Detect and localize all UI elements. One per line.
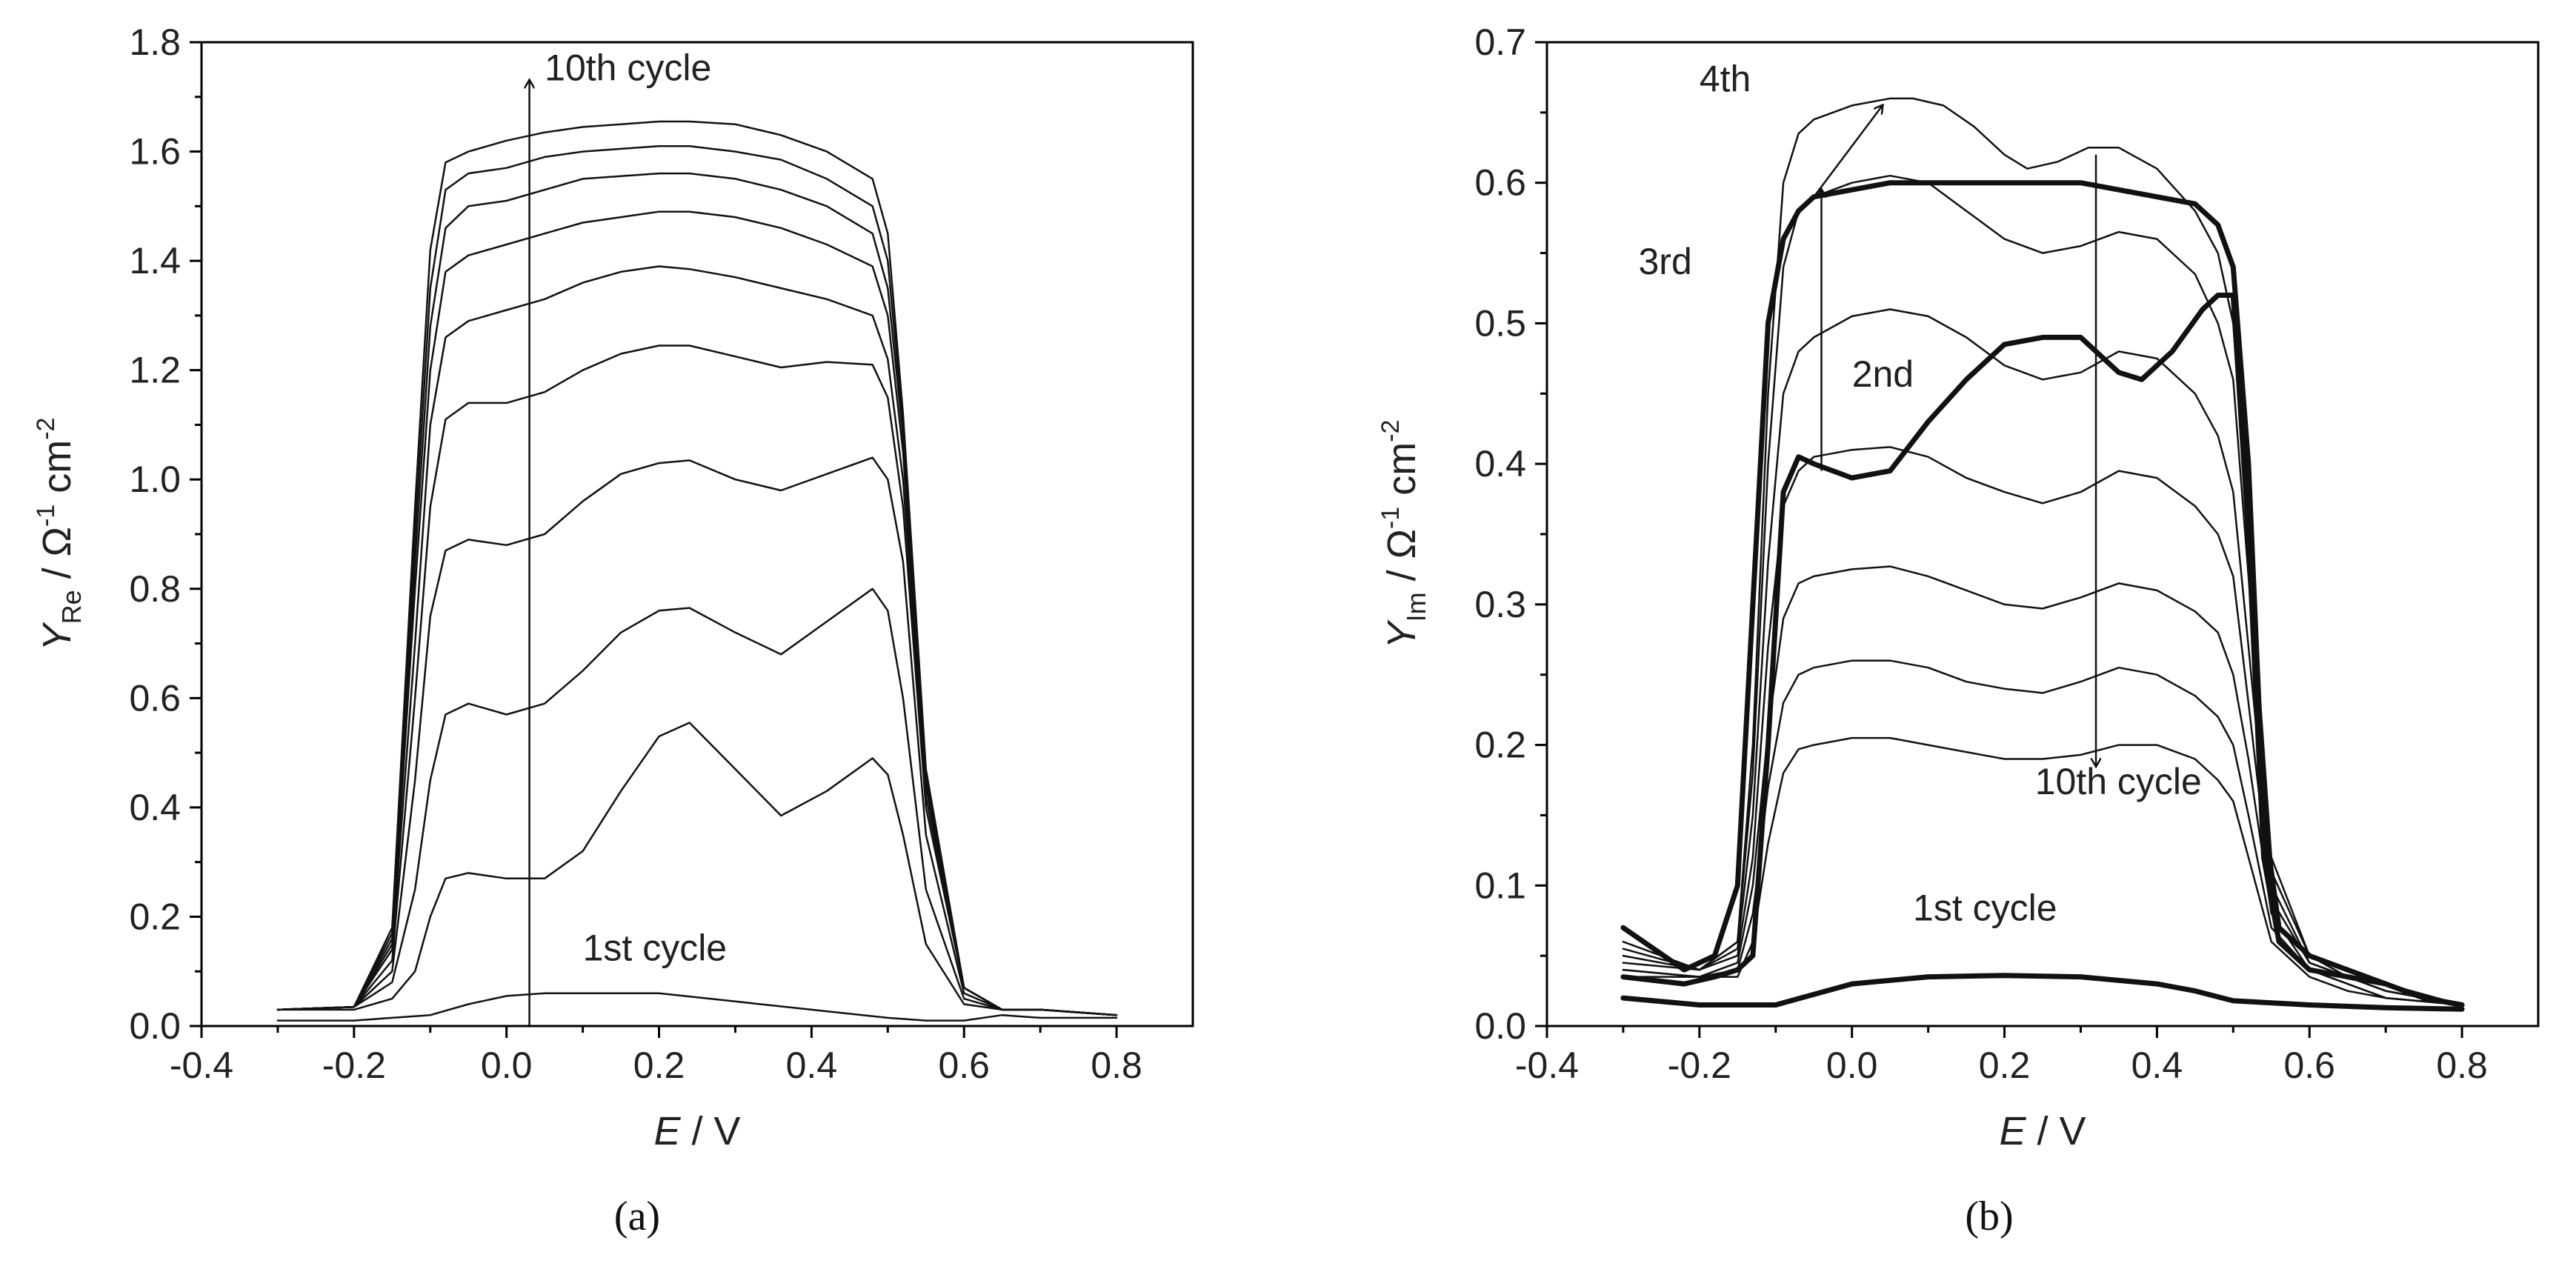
series-line-b-5 [1622,174,2463,1006]
series-line-a-3 [276,587,1118,1016]
y-tick-label: 0.5 [1474,302,1526,344]
y-tick-label: 1.2 [129,350,181,391]
series-line-b-4 [1622,97,2463,1006]
y-tick-label: 0.7 [1474,21,1526,63]
panel-caption-b: (b) [1965,1193,2013,1239]
y-label-unit-ohm: / Ω [35,527,79,590]
series-line-a-10 [276,120,1118,1016]
y-label-unit-cm: cm [35,440,79,505]
y-tick-label: 0.2 [1474,725,1526,766]
y-tick-label: 0.2 [129,896,181,937]
x-tick-label: -0.4 [170,1045,233,1086]
annotation-arrow [1813,105,1883,198]
x-ticks-a: -0.4 -0.2 0.0 0.2 0.4 0.6 0.8 [170,1026,1142,1086]
annotation-label: 3rd [1639,241,1692,282]
annotation-group-a: 10th cycle 1st cycle [545,47,727,969]
series-group-b [1620,97,2465,1012]
series-line-b-10 [1622,736,2463,1006]
y-label-unit-ohm: / Ω [1379,529,1424,592]
y-axis-label-b: YIm / Ω-1 cm-2 [1377,420,1431,649]
x-tick-label: 0.4 [2131,1045,2183,1086]
x-tick-label: 0.8 [2436,1045,2488,1086]
y-label-symbol: Y [1379,619,1424,648]
series-line-a-4 [276,456,1118,1016]
x-axis-label-a: E / V [653,1109,740,1153]
x-tick-label: 0.0 [481,1045,533,1086]
annotation-label: 1st cycle [583,927,728,968]
y-tick-label: 0.0 [1474,1005,1526,1047]
x-tick-label: 0.4 [786,1045,838,1086]
annotation-label: 1st cycle [1913,888,2057,929]
x-label-unit: / V [681,1109,741,1153]
series-line-b-7 [1622,446,2463,1006]
annotation-label: 10th cycle [2035,761,2202,802]
series-line-a-1 [276,992,1118,1022]
y-label-superscript-1: -1 [1377,507,1405,529]
series-line-a-9 [276,144,1118,1016]
y-ticks-a: 0.0 0.2 0.4 0.6 0.8 1.0 1.2 1.4 1.6 1.8 [129,21,202,1047]
y-tick-label: 0.4 [1474,443,1526,485]
x-axis-label-b: E / V [1999,1109,2086,1153]
annotation-label: 10th cycle [545,47,711,89]
y-tick-label: 0.3 [1474,584,1526,625]
x-tick-label: 0.6 [2283,1045,2335,1086]
x-tick-label: 0.8 [1091,1045,1142,1086]
series-line-b-8 [1622,565,2463,1006]
series-line-b-9 [1622,659,2463,1006]
y-label-superscript-2: -2 [32,418,60,440]
series-line-b-1 [1620,973,2465,1012]
x-tick-label: -0.4 [1515,1045,1579,1086]
x-tick-label: 0.0 [1826,1045,1878,1086]
series-line-a-7 [276,210,1118,1016]
y-tick-label: 1.0 [129,459,181,500]
y-label-symbol: Y [35,621,79,650]
x-label-symbol: E [653,1109,681,1153]
y-tick-label: 1.4 [129,240,181,282]
y-tick-label: 0.6 [1474,162,1526,204]
y-label-unit-cm: cm [1379,442,1424,507]
annotation-label: 2nd [1852,353,1914,395]
plot-frame-b [1545,41,2540,1028]
x-label-unit: / V [2026,1109,2086,1153]
chart-panel-b: 4th 3rd 2nd 10th cycle 1st cycle -0.4 -0.2 0.0… [1377,21,2540,1239]
x-tick-label: -0.2 [322,1045,386,1086]
y-tick-label: 1.8 [129,21,181,63]
x-tick-label: -0.2 [1668,1045,1731,1086]
series-line-a-8 [276,172,1118,1016]
y-tick-label: 0.8 [129,568,181,610]
annotation-group-b: 4th 3rd 2nd 10th cycle 1st cycle [1639,58,2202,928]
x-tick-label: 0.2 [1979,1045,2031,1086]
series-line-b-2 [1620,293,2465,1008]
x-tick-label: 0.2 [633,1045,685,1086]
x-label-symbol: E [1999,1109,2026,1153]
plot-frame-a [200,41,1194,1028]
series-line-b-6 [1622,308,2463,1006]
y-label-subscript: Im [1401,592,1431,622]
chart-panel-a: 10th cycle 1st cycle -0.4 -0.2 0.0 0.2 0.4 0.6… [32,21,1194,1239]
panel-caption-a: (a) [614,1193,660,1239]
y-tick-label: 0.0 [129,1005,181,1047]
y-label-subscript: Re [56,590,87,624]
y-tick-label: 0.6 [129,677,181,719]
y-label-superscript-1: -1 [32,505,60,527]
x-ticks-b: -0.4 -0.2 0.0 0.2 0.4 0.6 0.8 [1515,1026,2488,1086]
series-line-a-6 [276,265,1118,1016]
series-group-a [276,120,1118,1022]
annotation-label: 4th [1700,58,1751,99]
arrow-group-b [1813,105,2096,766]
series-line-a-2 [276,722,1118,1016]
x-tick-label: 0.6 [938,1045,990,1086]
y-tick-label: 1.6 [129,131,181,173]
y-label-superscript-2: -2 [1377,420,1405,442]
y-axis-label-a: YRe / Ω-1 cm-2 [32,418,87,651]
y-ticks-b: 0.0 0.1 0.2 0.3 0.4 0.5 0.6 0.7 [1474,21,1547,1047]
y-tick-label: 0.1 [1474,865,1526,906]
y-tick-label: 0.4 [129,787,181,828]
series-line-b-3 [1620,180,2465,1008]
series-line-a-5 [276,344,1118,1016]
